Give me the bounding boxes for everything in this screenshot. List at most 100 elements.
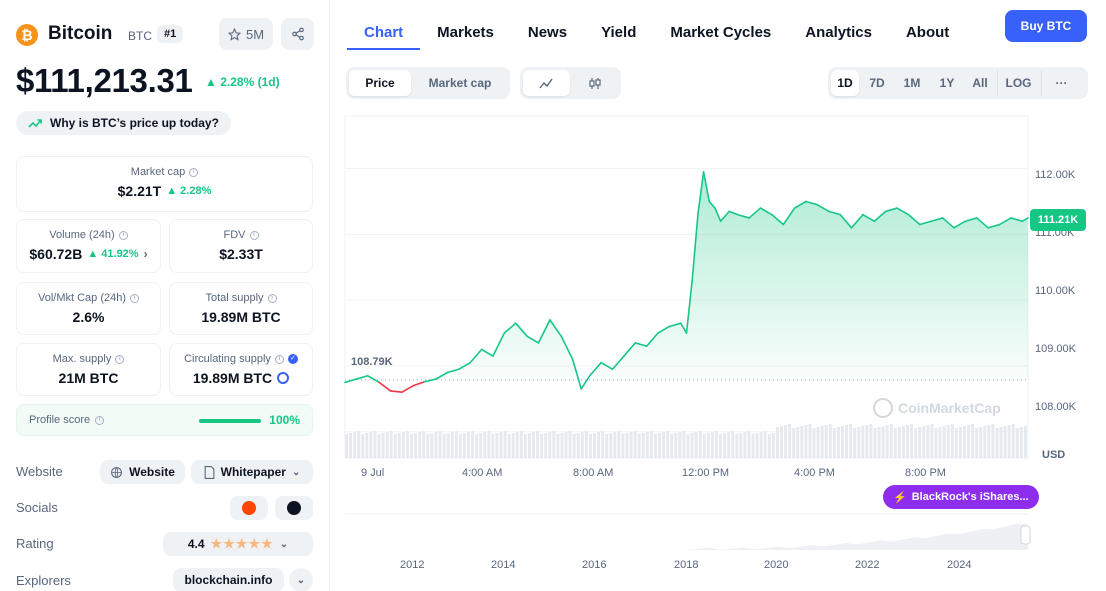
x-tick-label: 12:00 PM [682, 467, 730, 479]
volume-bar [617, 431, 621, 458]
info-icon[interactable]: i [130, 293, 140, 303]
volume-bar [584, 431, 588, 458]
price-line-segment [480, 348, 494, 357]
website-link-button[interactable]: Website [100, 460, 185, 484]
website-button-label: Website [129, 465, 175, 479]
rating-value: 4.4 [187, 537, 205, 551]
log-scale-toggle[interactable]: LOG [997, 70, 1039, 96]
price-chart-svg[interactable] [331, 110, 1106, 591]
volume-bar [958, 427, 962, 458]
price-line-segment [975, 217, 989, 229]
y-tick-label: 112.00K [1035, 169, 1076, 181]
tab-about[interactable]: About [905, 24, 950, 41]
open-price-label: 108.79K [351, 356, 393, 368]
volume-bar [1007, 425, 1011, 458]
rating-dropdown[interactable]: 4.4 ★★★★★ ⌄ [163, 532, 313, 556]
volume-bar [544, 433, 548, 458]
volume-bar [393, 434, 397, 458]
explorers-dropdown-button[interactable]: ⌄ [289, 568, 313, 591]
coin-name: Bitcoin [48, 23, 113, 44]
history-x-tick: 2022 [855, 559, 880, 571]
price-line-segment [469, 348, 483, 364]
price-line-segment [645, 332, 659, 347]
price-chart[interactable]: 112.00K 111.00K 110.00K 109.00K 108.00K … [331, 110, 1106, 591]
watchlist-button[interactable]: 5M [219, 18, 273, 50]
news-event-badge[interactable]: ⚡ BlackRock's iShares... [883, 485, 1039, 509]
volume-bar [788, 424, 792, 458]
volume-card[interactable]: Volume (24h) i $60.72B ▲ 41.92% › [16, 219, 161, 273]
profile-score-bar [199, 419, 261, 423]
volume-bar [812, 428, 816, 458]
history-x-tick: 2016 [582, 559, 607, 571]
volume-bar [430, 433, 434, 458]
volume-bar [653, 434, 657, 458]
volume-bar [422, 431, 426, 458]
volume-bar [373, 431, 377, 458]
volume-bar [1015, 428, 1019, 458]
history-area [345, 523, 1028, 550]
trend-up-icon [28, 119, 42, 128]
volume-bar [751, 434, 755, 458]
volume-label: Volume (24h) [49, 229, 115, 241]
tab-market-cycles[interactable]: Market Cycles [670, 24, 772, 41]
buy-button[interactable]: Buy BTC [1005, 10, 1087, 42]
volume-bar [918, 427, 922, 458]
explorer-link-button[interactable]: blockchain.info [173, 568, 284, 591]
more-options-button[interactable]: ··· [1041, 70, 1081, 96]
volume-bar [930, 424, 934, 458]
info-icon[interactable]: i [267, 293, 277, 303]
rating-stars-icon: ★★★★★ [210, 536, 274, 551]
info-icon[interactable]: i [118, 230, 128, 240]
volume-bar [645, 432, 649, 458]
volume-bar [499, 432, 503, 458]
volume-bar [588, 434, 592, 458]
total-supply-card: Total supply i 19.89M BTC [169, 282, 313, 335]
profile-score-value: 100% [269, 413, 300, 427]
info-icon[interactable]: i [95, 415, 105, 425]
line-chart-button[interactable] [523, 70, 570, 96]
volume-bar [983, 426, 987, 458]
price-toggle[interactable]: Price [349, 70, 411, 96]
info-icon[interactable]: i [249, 230, 259, 240]
info-icon[interactable]: i [115, 354, 125, 364]
range-1d[interactable]: 1D [831, 70, 859, 96]
volume-bar [877, 427, 881, 458]
tab-yield[interactable]: Yield [601, 24, 637, 41]
info-icon[interactable]: i [274, 354, 284, 364]
info-icon[interactable]: i [189, 167, 199, 177]
volume-bar [796, 427, 800, 458]
document-icon [204, 465, 214, 479]
reddit-link-button[interactable] [230, 496, 268, 520]
history-x-tick: 2020 [764, 559, 789, 571]
volume-bar [458, 434, 462, 458]
market-cap-toggle[interactable]: Market cap [428, 76, 492, 90]
range-1m[interactable]: 1M [903, 76, 921, 90]
volume-bar [857, 427, 861, 458]
max-supply-value: 21M BTC [58, 370, 119, 386]
volume-bar [442, 434, 446, 458]
whitepaper-dropdown[interactable]: Whitepaper ⌄ [191, 460, 313, 484]
x-tick-label: 4:00 AM [462, 467, 503, 479]
price-line-segment [862, 213, 876, 223]
tab-markets[interactable]: Markets [437, 24, 494, 41]
tab-news[interactable]: News [527, 24, 568, 41]
candlestick-button[interactable] [572, 70, 619, 96]
volume-bar [836, 427, 840, 458]
price-change: ▲ 2.28% (1d) [205, 75, 280, 89]
share-button[interactable] [281, 18, 314, 50]
x-tick-label: 4:00 PM [794, 467, 835, 479]
why-price-up-button[interactable]: Why is BTC’s price up today? [16, 111, 231, 135]
coin-symbol: BTC [128, 29, 152, 43]
tab-analytics[interactable]: Analytics [805, 24, 872, 41]
volume-bar [405, 431, 409, 458]
volume-bar [869, 424, 873, 458]
range-7d[interactable]: 7D [869, 76, 885, 90]
volume-bar [418, 432, 422, 458]
range-1y[interactable]: 1Y [939, 76, 955, 90]
price-line-segment [623, 342, 637, 357]
price-line-segment [827, 210, 841, 216]
range-all[interactable]: All [972, 76, 988, 90]
github-link-button[interactable] [275, 496, 313, 520]
volume-bar [861, 426, 865, 458]
tab-chart[interactable]: Chart [347, 14, 421, 50]
